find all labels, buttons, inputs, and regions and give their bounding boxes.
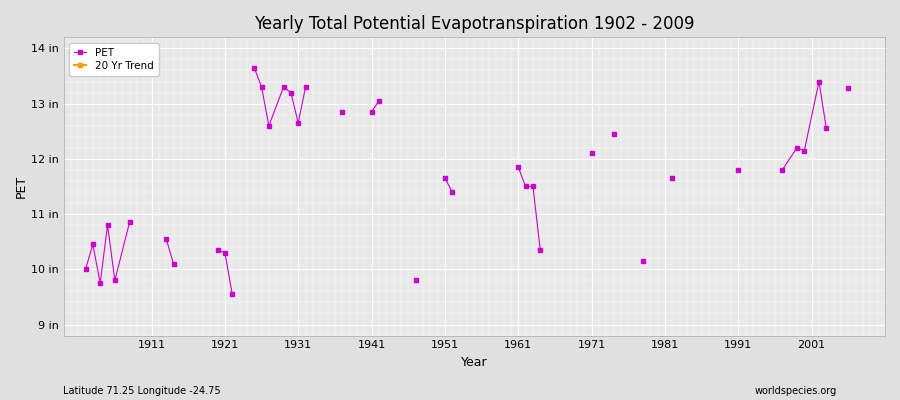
PET xyxy=(447,190,458,194)
PET xyxy=(80,267,91,272)
PET xyxy=(520,184,531,189)
Title: Yearly Total Potential Evapotranspiration 1902 - 2009: Yearly Total Potential Evapotranspiratio… xyxy=(254,15,695,33)
PET xyxy=(212,248,223,252)
Y-axis label: PET: PET xyxy=(15,175,28,198)
X-axis label: Year: Year xyxy=(461,356,488,369)
PET xyxy=(586,151,597,156)
Text: Latitude 71.25 Longitude -24.75: Latitude 71.25 Longitude -24.75 xyxy=(63,386,220,396)
Text: worldspecies.org: worldspecies.org xyxy=(755,386,837,396)
PET xyxy=(843,86,854,90)
PET xyxy=(513,165,524,170)
Line: PET: PET xyxy=(84,66,850,296)
Legend: PET, 20 Yr Trend: PET, 20 Yr Trend xyxy=(68,42,158,76)
